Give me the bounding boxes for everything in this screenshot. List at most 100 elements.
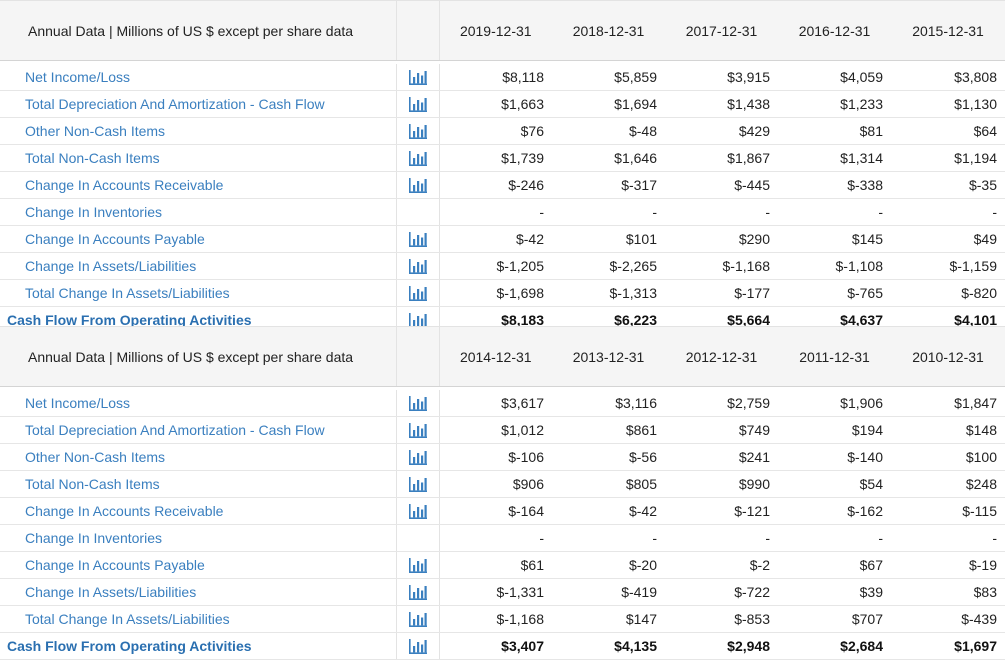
bar-chart-icon[interactable] bbox=[408, 69, 428, 86]
row-label-link[interactable]: Change In Assets/Liabilities bbox=[0, 252, 396, 280]
value-cell: $-35 bbox=[891, 171, 1005, 199]
chart-icon-cell[interactable] bbox=[395, 90, 440, 118]
value-cell: $-317 bbox=[552, 171, 665, 199]
chart-icon-cell[interactable] bbox=[395, 632, 440, 660]
row-label-link[interactable]: Total Depreciation And Amortization - Ca… bbox=[0, 90, 396, 118]
table-row-total-depreciation-and-amortization-cash-flow: Total Depreciation And Amortization - Ca… bbox=[0, 416, 1005, 444]
value-cell: $-722 bbox=[665, 578, 778, 606]
value-cell: $-439 bbox=[891, 605, 1005, 633]
row-label-link[interactable]: Change In Inventories bbox=[0, 524, 396, 552]
value-cell: $-419 bbox=[552, 578, 665, 606]
row-label-link[interactable]: Total Change In Assets/Liabilities bbox=[0, 605, 396, 633]
row-label-link[interactable]: Other Non-Cash Items bbox=[0, 443, 396, 471]
value-cell: $54 bbox=[778, 470, 891, 498]
chart-icon-cell[interactable] bbox=[395, 252, 440, 280]
row-label-link[interactable]: Total Change In Assets/Liabilities bbox=[0, 279, 396, 307]
bar-chart-icon[interactable] bbox=[408, 611, 428, 628]
chart-icon-cell[interactable] bbox=[395, 63, 440, 91]
chart-icon-cell[interactable] bbox=[395, 470, 440, 498]
bar-chart-icon[interactable] bbox=[408, 231, 428, 248]
chart-icon-cell[interactable] bbox=[395, 416, 440, 444]
year-header: 2013-12-31 bbox=[552, 326, 665, 387]
value-cell: - bbox=[552, 524, 665, 552]
cash-flow-table: Annual Data | Millions of US $ except pe… bbox=[0, 326, 1005, 660]
bar-chart-icon[interactable] bbox=[408, 150, 428, 167]
row-label-link[interactable]: Net Income/Loss bbox=[0, 389, 396, 417]
bar-chart-icon[interactable] bbox=[408, 96, 428, 113]
value-cell: $83 bbox=[891, 578, 1005, 606]
chart-icon-cell[interactable] bbox=[395, 117, 440, 145]
value-cell: $861 bbox=[552, 416, 665, 444]
value-cell: $-19 bbox=[891, 551, 1005, 579]
bar-chart-icon[interactable] bbox=[408, 449, 428, 466]
value-cell: $1,867 bbox=[665, 144, 778, 172]
value-cell: $290 bbox=[665, 225, 778, 253]
row-label-link[interactable]: Change In Accounts Receivable bbox=[0, 171, 396, 199]
value-cell: $429 bbox=[665, 117, 778, 145]
value-cell: $-338 bbox=[778, 171, 891, 199]
value-cell: $-164 bbox=[439, 497, 552, 525]
value-cell: $101 bbox=[552, 225, 665, 253]
row-label-link[interactable]: Total Non-Cash Items bbox=[0, 144, 396, 172]
value-cell: $-246 bbox=[439, 171, 552, 199]
value-cell: $1,012 bbox=[439, 416, 552, 444]
table-body: Net Income/Loss $3,617 $3,116 $2,759 $1,906 $… bbox=[0, 387, 1005, 660]
value-cell: $990 bbox=[665, 470, 778, 498]
chart-icon-cell[interactable] bbox=[395, 578, 440, 606]
value-cell: $-445 bbox=[665, 171, 778, 199]
row-label-link[interactable]: Change In Inventories bbox=[0, 198, 396, 226]
row-label-link[interactable]: Other Non-Cash Items bbox=[0, 117, 396, 145]
row-label-link[interactable]: Change In Assets/Liabilities bbox=[0, 578, 396, 606]
year-header: 2010-12-31 bbox=[891, 326, 1005, 387]
value-cell: $1,130 bbox=[891, 90, 1005, 118]
value-cell: $3,116 bbox=[552, 389, 665, 417]
value-cell: $1,739 bbox=[439, 144, 552, 172]
row-label-link[interactable]: Total Non-Cash Items bbox=[0, 470, 396, 498]
chart-icon-cell[interactable] bbox=[395, 225, 440, 253]
bar-chart-icon[interactable] bbox=[408, 422, 428, 439]
bar-chart-icon[interactable] bbox=[408, 258, 428, 275]
bar-chart-icon[interactable] bbox=[408, 476, 428, 493]
row-label-link[interactable]: Net Income/Loss bbox=[0, 63, 396, 91]
bar-chart-icon[interactable] bbox=[408, 177, 428, 194]
bar-chart-icon[interactable] bbox=[408, 285, 428, 302]
table-row-net-income-loss: Net Income/Loss $3,617 $3,116 $2,759 $1,906 $… bbox=[0, 389, 1005, 417]
value-cell: $-115 bbox=[891, 497, 1005, 525]
bar-chart-icon[interactable] bbox=[408, 395, 428, 412]
chart-icon-cell[interactable] bbox=[395, 389, 440, 417]
row-label-link[interactable]: Cash Flow From Operating Activities bbox=[0, 632, 396, 660]
value-cell: $1,646 bbox=[552, 144, 665, 172]
value-cell: $2,759 bbox=[665, 389, 778, 417]
table-row-change-in-accounts-receivable: Change In Accounts Receivable $-164 $-42 $-… bbox=[0, 497, 1005, 525]
chart-icon-cell[interactable] bbox=[395, 144, 440, 172]
row-label-link[interactable]: Change In Accounts Payable bbox=[0, 225, 396, 253]
bar-chart-icon[interactable] bbox=[408, 557, 428, 574]
bar-chart-icon[interactable] bbox=[408, 503, 428, 520]
bar-chart-icon[interactable] bbox=[408, 584, 428, 601]
table-body: Net Income/Loss $8,118 $5,859 $3,915 $4,059 $… bbox=[0, 61, 1005, 334]
value-cell: $76 bbox=[439, 117, 552, 145]
chart-icon-cell[interactable] bbox=[395, 551, 440, 579]
value-cell: $1,663 bbox=[439, 90, 552, 118]
annual-data-table-2015-2019: Annual Data | Millions of US $ except pe… bbox=[0, 0, 1005, 334]
chart-icon-cell bbox=[395, 198, 440, 226]
chart-column-header bbox=[395, 326, 440, 387]
value-cell: $-1,205 bbox=[439, 252, 552, 280]
chart-icon-cell[interactable] bbox=[395, 171, 440, 199]
row-label-link[interactable]: Change In Accounts Receivable bbox=[0, 497, 396, 525]
row-label-link[interactable]: Change In Accounts Payable bbox=[0, 551, 396, 579]
chart-icon-cell[interactable] bbox=[395, 605, 440, 633]
chart-icon-cell[interactable] bbox=[395, 443, 440, 471]
value-cell: $1,906 bbox=[778, 389, 891, 417]
table-header-label: Annual Data | Millions of US $ except pe… bbox=[0, 0, 396, 61]
bar-chart-icon[interactable] bbox=[408, 638, 428, 655]
chart-icon-cell[interactable] bbox=[395, 279, 440, 307]
value-cell: $1,314 bbox=[778, 144, 891, 172]
value-cell: $3,407 bbox=[439, 632, 552, 660]
row-label-link[interactable]: Total Depreciation And Amortization - Ca… bbox=[0, 416, 396, 444]
chart-icon-cell[interactable] bbox=[395, 497, 440, 525]
value-cell: $1,697 bbox=[891, 632, 1005, 660]
bar-chart-icon[interactable] bbox=[408, 123, 428, 140]
value-cell: - bbox=[778, 198, 891, 226]
value-cell: $145 bbox=[778, 225, 891, 253]
